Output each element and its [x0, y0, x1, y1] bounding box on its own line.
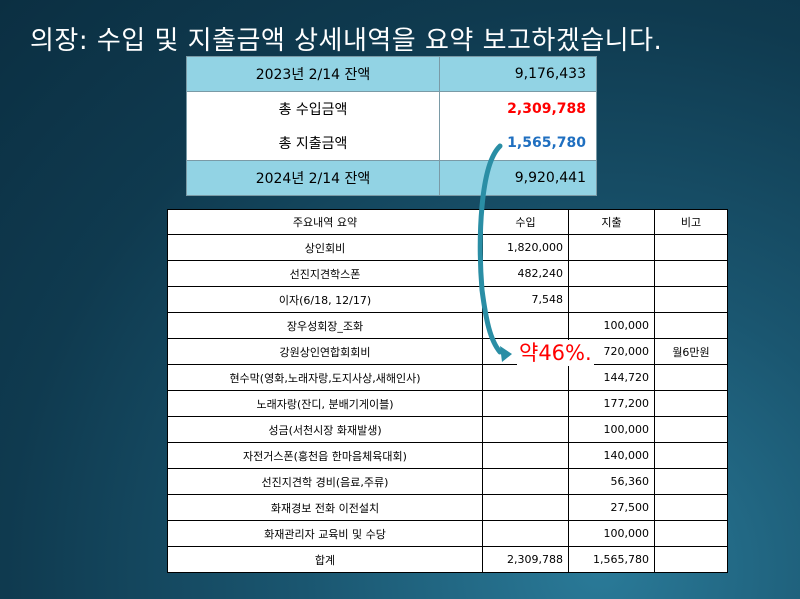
- note-cell: [654, 442, 728, 469]
- income-cell: [482, 312, 569, 339]
- income-cell: [482, 520, 569, 547]
- summary-label: 2024년 2/14 잔액: [186, 160, 440, 196]
- note-cell: [654, 260, 728, 287]
- expense-ratio-annotation: 약46%.: [517, 340, 594, 366]
- detail-table: 주요내역 요약 수입 지출 비고 상인회비 1,820,000 선진지견학스폰 482…: [167, 209, 728, 573]
- income-cell: [482, 364, 569, 391]
- detail-body: 상인회비 1,820,000 선진지견학스폰 482,240 이자(6/18, 12/1…: [167, 234, 728, 573]
- balance-summary-table: 2023년 2/14 잔액 9,176,433 총 수입금액 2,309,788…: [186, 56, 597, 196]
- table-row: 선진지견학 경비(음료,주류) 56,360: [167, 468, 728, 495]
- item-cell: 합계: [167, 546, 483, 573]
- item-cell: 자전거스폰(홍천읍 한마음체육대회): [167, 442, 483, 469]
- expense-cell: 177,200: [568, 390, 655, 417]
- expense-cell: 100,000: [568, 312, 655, 339]
- table-row: 강원상인연합회회비 720,000 월6만원: [167, 338, 728, 365]
- table-row: 현수막(영화,노래자랑,도지사상,새해인사) 144,720: [167, 364, 728, 391]
- note-cell: [654, 234, 728, 261]
- item-cell: 상인회비: [167, 234, 483, 261]
- item-cell: 성금(서천시장 화재발생): [167, 416, 483, 443]
- income-cell: 482,240: [482, 260, 569, 287]
- expense-cell: 140,000: [568, 442, 655, 469]
- note-cell: [654, 520, 728, 547]
- table-row: 이자(6/18, 12/17) 7,548: [167, 286, 728, 313]
- slide-title: 의장: 수입 및 지출금액 상세내역을 요약 보고하겠습니다.: [30, 26, 663, 56]
- total-row: 합계 2,309,788 1,565,780: [167, 546, 728, 573]
- table-row: 노래자랑(잔디, 분배기게이블) 177,200: [167, 390, 728, 417]
- table-row: 성금(서천시장 화재발생) 100,000: [167, 416, 728, 443]
- income-cell: [482, 390, 569, 417]
- expense-cell: 100,000: [568, 520, 655, 547]
- expense-cell: 27,500: [568, 494, 655, 521]
- summary-label: 총 지출금액: [186, 126, 440, 161]
- expense-cell: [568, 260, 655, 287]
- income-cell: [482, 416, 569, 443]
- item-cell: 선진지견학 경비(음료,주류): [167, 468, 483, 495]
- income-cell: [482, 468, 569, 495]
- note-cell: [654, 494, 728, 521]
- header-income: 수입: [482, 209, 569, 235]
- note-cell: 월6만원: [654, 338, 728, 365]
- item-cell: 화재경보 전화 이전설치: [167, 494, 483, 521]
- summary-row-closing-balance: 2024년 2/14 잔액 9,920,441: [186, 160, 597, 196]
- table-row: 자전거스폰(홍천읍 한마음체육대회) 140,000: [167, 442, 728, 469]
- note-cell: [654, 364, 728, 391]
- table-row: 장우성회장_조화 100,000: [167, 312, 728, 339]
- item-cell: 현수막(영화,노래자랑,도지사상,새해인사): [167, 364, 483, 391]
- header-note: 비고: [654, 209, 728, 235]
- expense-cell: [568, 234, 655, 261]
- expense-cell: 1,565,780: [568, 546, 655, 573]
- note-cell: [654, 546, 728, 573]
- item-cell: 장우성회장_조화: [167, 312, 483, 339]
- table-row: 화재경보 전화 이전설치 27,500: [167, 494, 728, 521]
- expense-cell: 56,360: [568, 468, 655, 495]
- note-cell: [654, 416, 728, 443]
- summary-label: 총 수입금액: [186, 91, 440, 126]
- table-row: 선진지견학스폰 482,240: [167, 260, 728, 287]
- note-cell: [654, 286, 728, 313]
- summary-row-total-income: 총 수입금액 2,309,788: [186, 91, 597, 126]
- income-cell: 7,548: [482, 286, 569, 313]
- item-cell: 노래자랑(잔디, 분배기게이블): [167, 390, 483, 417]
- item-cell: 화재관리자 교육비 및 수당: [167, 520, 483, 547]
- summary-value: 2,309,788: [439, 91, 597, 126]
- item-cell: 강원상인연합회회비: [167, 338, 483, 365]
- summary-row-total-expense: 총 지출금액 1,565,780: [186, 126, 597, 161]
- item-cell: 선진지견학스폰: [167, 260, 483, 287]
- income-cell: 1,820,000: [482, 234, 569, 261]
- expense-cell: [568, 286, 655, 313]
- detail-header-row: 주요내역 요약 수입 지출 비고: [167, 209, 728, 235]
- header-item: 주요내역 요약: [167, 209, 483, 235]
- expense-cell: 100,000: [568, 416, 655, 443]
- note-cell: [654, 390, 728, 417]
- income-cell: 2,309,788: [482, 546, 569, 573]
- summary-row-opening-balance: 2023년 2/14 잔액 9,176,433: [186, 56, 597, 92]
- summary-label: 2023년 2/14 잔액: [186, 56, 440, 92]
- item-cell: 이자(6/18, 12/17): [167, 286, 483, 313]
- income-cell: [482, 494, 569, 521]
- header-expense: 지출: [568, 209, 655, 235]
- table-row: 화재관리자 교육비 및 수당 100,000: [167, 520, 728, 547]
- note-cell: [654, 468, 728, 495]
- table-row: 상인회비 1,820,000: [167, 234, 728, 261]
- summary-value: 1,565,780: [439, 126, 597, 161]
- expense-cell: 144,720: [568, 364, 655, 391]
- summary-value: 9,176,433: [439, 56, 597, 92]
- summary-value: 9,920,441: [439, 160, 597, 196]
- note-cell: [654, 312, 728, 339]
- income-cell: [482, 442, 569, 469]
